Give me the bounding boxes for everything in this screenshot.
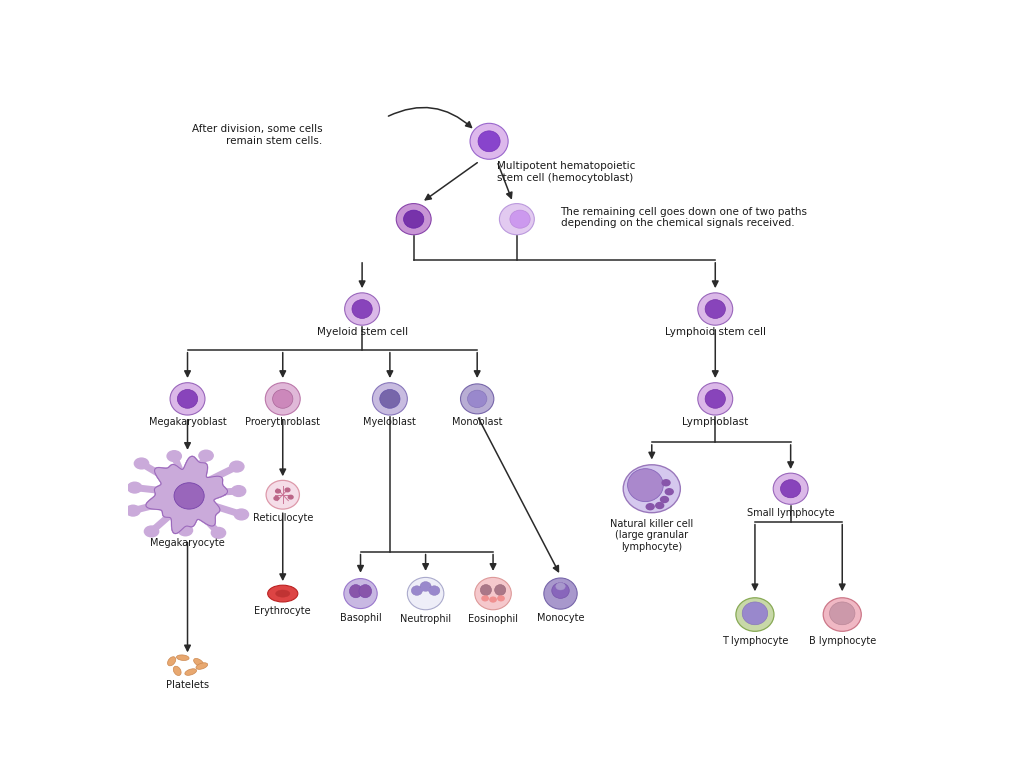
Ellipse shape xyxy=(475,577,511,610)
Circle shape xyxy=(489,598,497,602)
Circle shape xyxy=(498,596,504,601)
Text: Neutrophil: Neutrophil xyxy=(400,614,452,624)
Text: Proerythroblast: Proerythroblast xyxy=(246,417,321,427)
Ellipse shape xyxy=(177,390,198,408)
Text: Monocyte: Monocyte xyxy=(537,613,585,623)
Ellipse shape xyxy=(185,669,197,675)
Ellipse shape xyxy=(272,390,293,408)
Text: Myeloblast: Myeloblast xyxy=(364,417,417,427)
Text: Multipotent hematopoietic
stem cell (hemocytoblast): Multipotent hematopoietic stem cell (hem… xyxy=(497,161,636,183)
Text: Platelets: Platelets xyxy=(166,681,209,690)
Ellipse shape xyxy=(408,577,443,610)
Ellipse shape xyxy=(173,666,181,675)
Circle shape xyxy=(275,489,281,493)
Text: Eosinophil: Eosinophil xyxy=(468,614,518,624)
Text: After division, some cells
remain stem cells.: After division, some cells remain stem c… xyxy=(191,124,323,146)
Ellipse shape xyxy=(624,464,680,513)
Ellipse shape xyxy=(780,480,801,498)
Ellipse shape xyxy=(697,293,733,325)
Ellipse shape xyxy=(176,655,189,661)
Ellipse shape xyxy=(697,383,733,415)
Text: Monoblast: Monoblast xyxy=(452,417,503,427)
Circle shape xyxy=(274,496,279,500)
Ellipse shape xyxy=(170,383,205,415)
Polygon shape xyxy=(146,457,227,534)
Ellipse shape xyxy=(412,586,423,595)
Ellipse shape xyxy=(380,390,400,408)
Ellipse shape xyxy=(470,124,508,159)
Ellipse shape xyxy=(345,293,380,325)
Text: Megakaryocyte: Megakaryocyte xyxy=(151,538,225,548)
Ellipse shape xyxy=(495,584,506,595)
Ellipse shape xyxy=(168,657,176,666)
Ellipse shape xyxy=(403,210,424,228)
Text: Reticulocyte: Reticulocyte xyxy=(253,513,313,523)
Circle shape xyxy=(663,480,670,485)
Ellipse shape xyxy=(196,663,208,669)
Circle shape xyxy=(144,526,159,537)
Ellipse shape xyxy=(429,586,440,595)
Ellipse shape xyxy=(174,482,204,509)
Ellipse shape xyxy=(742,602,768,625)
Circle shape xyxy=(199,450,213,461)
Circle shape xyxy=(660,496,669,503)
Ellipse shape xyxy=(556,583,565,590)
Circle shape xyxy=(178,525,193,536)
Ellipse shape xyxy=(468,391,486,408)
Text: T lymphocyte: T lymphocyte xyxy=(722,636,788,646)
Text: Natural killer cell
(large granular
lymphocyte): Natural killer cell (large granular lymp… xyxy=(610,519,693,552)
Ellipse shape xyxy=(544,578,578,609)
Ellipse shape xyxy=(478,131,500,152)
Text: Lymphoid stem cell: Lymphoid stem cell xyxy=(665,327,766,337)
Ellipse shape xyxy=(552,583,569,598)
Ellipse shape xyxy=(773,473,808,504)
Text: Erythrocyte: Erythrocyte xyxy=(254,605,311,615)
Ellipse shape xyxy=(275,590,290,598)
Ellipse shape xyxy=(352,300,373,318)
Ellipse shape xyxy=(480,584,492,595)
Circle shape xyxy=(646,503,654,510)
Ellipse shape xyxy=(706,300,725,318)
Circle shape xyxy=(289,496,293,499)
Ellipse shape xyxy=(344,579,377,608)
Text: B lymphocyte: B lymphocyte xyxy=(809,636,876,646)
Ellipse shape xyxy=(420,582,431,591)
Circle shape xyxy=(134,458,148,469)
Circle shape xyxy=(229,461,244,472)
Circle shape xyxy=(128,482,141,493)
Circle shape xyxy=(655,503,664,509)
Ellipse shape xyxy=(823,598,861,631)
Ellipse shape xyxy=(510,210,530,228)
Ellipse shape xyxy=(349,584,362,598)
Circle shape xyxy=(285,488,290,492)
Text: Small lymphocyte: Small lymphocyte xyxy=(746,508,835,518)
Polygon shape xyxy=(146,457,227,534)
Text: The remaining cell goes down one of two paths
depending on the chemical signals : The remaining cell goes down one of two … xyxy=(560,207,808,228)
Ellipse shape xyxy=(266,480,299,509)
Text: Basophil: Basophil xyxy=(340,613,381,623)
Ellipse shape xyxy=(194,658,204,667)
Circle shape xyxy=(167,450,181,461)
Text: Lymphoblast: Lymphoblast xyxy=(682,417,749,427)
Ellipse shape xyxy=(359,584,372,598)
Ellipse shape xyxy=(267,585,298,602)
Circle shape xyxy=(126,505,140,516)
Circle shape xyxy=(231,485,246,496)
Ellipse shape xyxy=(461,384,494,414)
Circle shape xyxy=(234,509,249,520)
Text: Megakaryoblast: Megakaryoblast xyxy=(148,417,226,427)
Ellipse shape xyxy=(500,204,535,235)
Ellipse shape xyxy=(373,383,408,415)
Ellipse shape xyxy=(265,383,300,415)
Circle shape xyxy=(211,527,225,538)
Ellipse shape xyxy=(829,602,855,625)
Circle shape xyxy=(482,596,488,601)
Ellipse shape xyxy=(628,468,664,502)
Ellipse shape xyxy=(736,598,774,631)
Ellipse shape xyxy=(706,390,725,408)
Ellipse shape xyxy=(396,204,431,235)
Circle shape xyxy=(666,489,673,495)
Text: Myeloid stem cell: Myeloid stem cell xyxy=(316,327,408,337)
